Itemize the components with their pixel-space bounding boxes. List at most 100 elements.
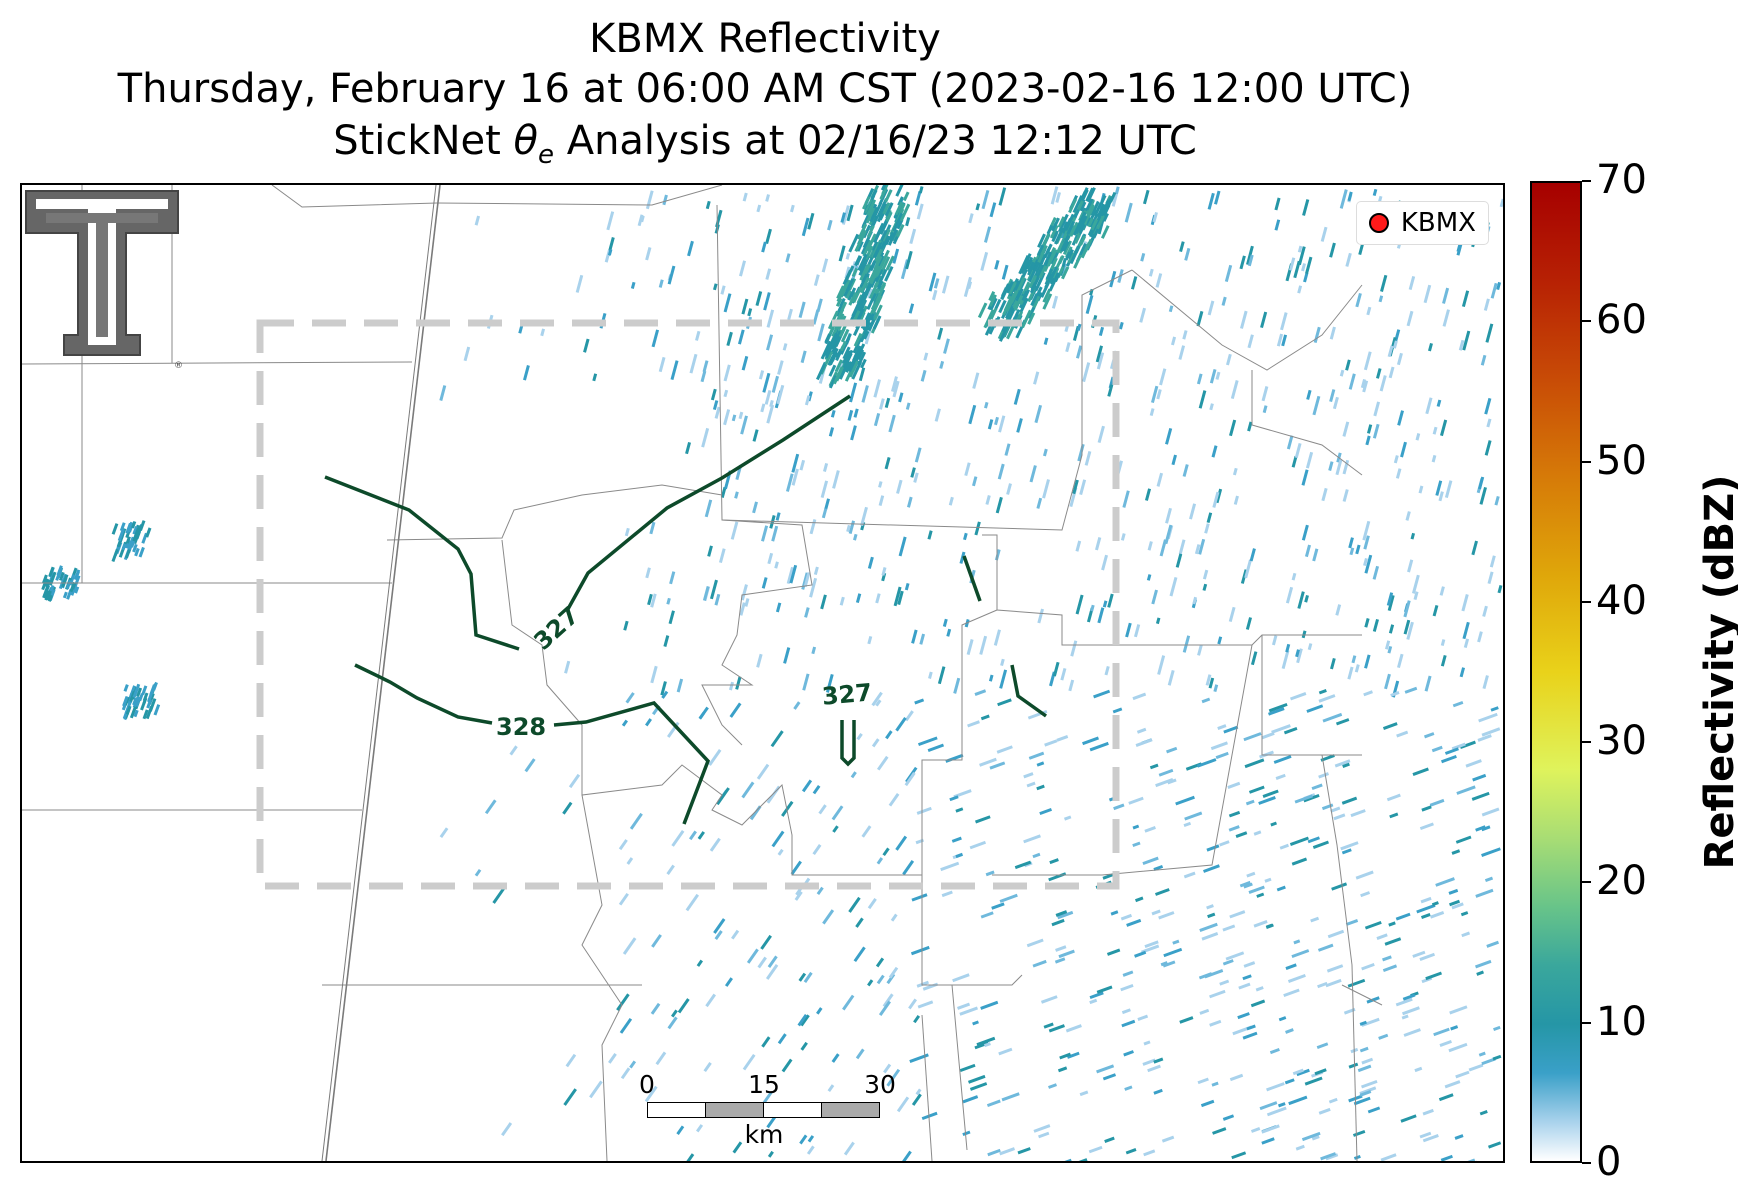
echo-pixel (1054, 957, 1066, 964)
echo-pixel (843, 1141, 855, 1156)
echo-pixel (1102, 1073, 1117, 1081)
echo-pixel (686, 1153, 695, 1161)
echo-pixel (980, 714, 990, 721)
echo-pixel (1438, 1093, 1454, 1102)
echo-pixel (785, 473, 794, 492)
echo-pixel (896, 1096, 910, 1113)
echo-pixel (937, 327, 944, 340)
echo-pixel (145, 527, 152, 538)
echo-pixel (764, 390, 772, 405)
echo-pixel (1038, 265, 1048, 279)
echo-pixel (849, 382, 858, 403)
echo-pixel (897, 590, 904, 605)
echo-pixel (851, 302, 861, 317)
echo-pixel (1206, 512, 1213, 524)
echo-pixel (845, 361, 853, 373)
echo-pixel (1017, 1147, 1031, 1155)
echo-pixel (915, 838, 924, 845)
echo-pixel (645, 718, 652, 727)
colorbar-tick-label: 0 (1596, 1139, 1622, 1185)
echo-pixel (1079, 1090, 1089, 1097)
echo-pixel (1307, 836, 1320, 844)
echo-pixel (1149, 763, 1159, 770)
echo-pixel (1455, 835, 1472, 844)
echo-pixel (1242, 1031, 1258, 1040)
echo-pixel (1058, 255, 1065, 265)
echo-pixel (905, 766, 918, 783)
echo-pixel (1159, 368, 1167, 386)
echo-pixel (886, 211, 893, 221)
echo-pixel (832, 825, 839, 833)
echo-pixel (705, 993, 717, 1008)
echo-pixel (667, 1016, 678, 1030)
echo-pixel (637, 214, 644, 227)
echo-pixel (740, 415, 748, 435)
echo-pixel (1440, 654, 1447, 667)
echo-pixel (1158, 911, 1175, 920)
echo-pixel (713, 918, 726, 934)
echo-pixel (969, 1082, 988, 1091)
echo-pixel (1455, 1070, 1470, 1079)
echo-pixel (1423, 732, 1435, 739)
echo-pixel (626, 857, 634, 865)
echo-pixel (1154, 888, 1170, 896)
echo-pixel (741, 355, 749, 371)
echo-pixel (696, 1124, 704, 1133)
echo-pixel (1142, 1058, 1156, 1066)
echo-pixel (761, 1036, 771, 1048)
echo-pixel (1184, 811, 1203, 821)
echo-pixel (1415, 433, 1421, 441)
echo-pixel (1085, 198, 1094, 211)
echo-pixel (876, 222, 885, 237)
echo-pixel (749, 805, 762, 821)
echo-pixel (820, 480, 829, 499)
echo-pixel (644, 1085, 658, 1103)
echo-pixel (1144, 940, 1159, 949)
echo-pixel (1122, 970, 1134, 977)
echo-pixel (777, 1033, 787, 1045)
echo-pixel (676, 678, 684, 693)
echo-pixel (1054, 227, 1065, 245)
echo-pixel (835, 348, 843, 359)
colorbar-tick (1582, 600, 1591, 603)
echo-pixel (1351, 655, 1357, 664)
echo-pixel (1121, 1019, 1136, 1028)
echo-pixel (1481, 825, 1491, 832)
echo-pixel (761, 577, 768, 589)
echo-pixel (813, 274, 820, 287)
echo-pixel (1194, 544, 1201, 555)
echo-pixel (1155, 617, 1161, 625)
echo-pixel (723, 389, 729, 398)
echo-pixel (831, 351, 838, 362)
echo-pixel (1143, 189, 1150, 205)
echo-pixel (1440, 419, 1448, 437)
echo-pixel (899, 1150, 912, 1161)
colorbar-tick-label: 70 (1596, 157, 1647, 203)
echo-pixel (840, 212, 846, 223)
echo-pixel (1480, 354, 1487, 366)
echo-pixel (1481, 727, 1501, 737)
echo-pixel (1153, 864, 1164, 871)
echo-pixel (967, 1074, 986, 1084)
echo-pixel (1244, 559, 1252, 579)
echo-pixel (1367, 1106, 1381, 1114)
echo-pixel (1077, 443, 1085, 462)
echo-pixel (1001, 264, 1009, 280)
echo-pixel (1440, 639, 1446, 647)
echo-pixel (1294, 794, 1314, 804)
echo-pixel (1329, 389, 1336, 403)
echo-pixel (1297, 285, 1303, 294)
echo-pixel (1000, 658, 1005, 667)
echo-pixel (955, 807, 964, 813)
echo-pixel (968, 404, 977, 425)
echo-pixel (606, 211, 615, 231)
echo-pixel (1444, 1080, 1461, 1089)
echo-pixel (1436, 399, 1442, 407)
echo-pixel (989, 297, 998, 311)
echo-pixel (723, 293, 732, 313)
echo-pixel (129, 706, 137, 719)
echo-pixel (729, 702, 742, 718)
echo-pixel (1342, 762, 1350, 769)
echo-pixel (709, 837, 721, 852)
radar-map[interactable]: 327 328 327 ® KBMX 0 15 30 km (20, 183, 1505, 1163)
